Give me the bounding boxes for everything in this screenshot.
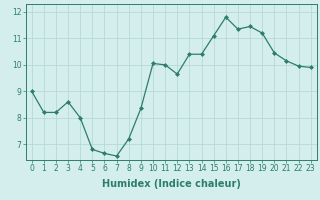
X-axis label: Humidex (Indice chaleur): Humidex (Indice chaleur) bbox=[102, 179, 241, 189]
